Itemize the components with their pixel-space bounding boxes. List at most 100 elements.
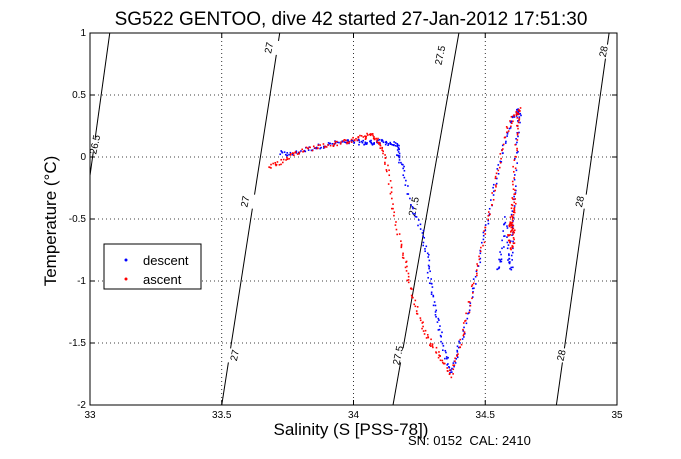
- data-point-ascent: [513, 229, 516, 232]
- data-point-descent: [437, 329, 440, 331]
- data-point-ascent: [302, 151, 304, 153]
- data-point-ascent: [519, 110, 521, 112]
- y-tick-label: -1: [77, 276, 86, 287]
- data-point-descent: [442, 349, 444, 352]
- data-point-descent: [453, 365, 455, 368]
- data-point-ascent: [314, 147, 317, 149]
- data-point-descent: [389, 141, 392, 144]
- data-point-ascent: [511, 180, 514, 183]
- legend: descent ascent: [103, 243, 202, 290]
- data-point-descent: [450, 369, 452, 371]
- data-point-descent: [487, 222, 490, 225]
- contour-label: 26.5: [88, 134, 103, 156]
- data-point-ascent: [311, 149, 314, 152]
- data-point-descent: [406, 193, 409, 195]
- data-point-ascent: [268, 166, 271, 169]
- data-point-descent: [434, 314, 437, 316]
- data-point-descent: [439, 325, 441, 327]
- data-point-ascent: [316, 147, 319, 150]
- data-point-ascent: [448, 373, 451, 376]
- data-point-ascent: [305, 146, 308, 149]
- data-point-ascent: [492, 198, 495, 201]
- data-point-ascent: [410, 294, 413, 297]
- data-point-ascent: [282, 158, 285, 161]
- data-point-ascent: [511, 217, 514, 220]
- data-point-descent: [499, 259, 502, 261]
- data-point-ascent: [388, 169, 390, 172]
- data-point-descent: [430, 293, 433, 295]
- data-point-descent: [448, 366, 451, 369]
- data-point-ascent: [506, 127, 509, 129]
- data-point-ascent: [396, 233, 398, 236]
- data-point-descent: [369, 140, 371, 143]
- data-point-ascent: [325, 146, 328, 148]
- data-point-ascent: [519, 107, 522, 109]
- data-point-descent: [511, 210, 514, 212]
- data-point-descent: [517, 108, 519, 110]
- legend-box: [103, 243, 202, 290]
- data-point-descent: [398, 144, 400, 147]
- data-point-ascent: [406, 265, 408, 268]
- data-point-descent: [506, 133, 509, 135]
- data-point-descent: [496, 168, 499, 170]
- data-point-descent: [432, 304, 435, 307]
- data-point-descent: [422, 244, 425, 247]
- data-point-descent: [396, 154, 399, 157]
- data-point-ascent: [401, 256, 404, 259]
- data-point-ascent: [441, 359, 444, 362]
- data-point-ascent: [476, 274, 478, 277]
- data-point-ascent: [511, 197, 514, 199]
- data-point-descent: [490, 199, 492, 201]
- data-point-ascent: [425, 337, 428, 339]
- data-point-ascent: [392, 203, 394, 205]
- data-point-ascent: [398, 233, 401, 235]
- data-point-ascent: [507, 239, 510, 242]
- data-point-descent: [441, 342, 444, 345]
- data-point-ascent: [359, 134, 361, 137]
- data-point-descent: [447, 363, 449, 365]
- data-point-descent: [428, 267, 430, 270]
- x-axis-ticks: 33 33.5 34 34.5 35: [84, 33, 623, 421]
- data-point-descent: [473, 287, 475, 290]
- data-point-descent: [424, 248, 426, 250]
- data-point-descent: [279, 153, 282, 156]
- data-point-descent: [431, 286, 434, 288]
- data-point-ascent: [402, 252, 404, 255]
- legend-marker-ascent: [124, 277, 128, 281]
- data-point-descent: [295, 152, 298, 154]
- data-point-descent: [422, 235, 424, 238]
- data-point-ascent: [501, 149, 503, 152]
- data-point-descent: [280, 150, 282, 152]
- data-point-descent: [424, 250, 426, 253]
- data-point-ascent: [470, 285, 473, 288]
- data-point-ascent: [450, 376, 453, 379]
- data-point-ascent: [282, 161, 284, 164]
- data-point-ascent: [491, 192, 493, 194]
- data-point-ascent: [443, 362, 445, 365]
- data-point-descent: [497, 267, 500, 270]
- data-point-descent: [371, 144, 374, 146]
- x-tick-label: 34: [348, 410, 360, 421]
- data-point-descent: [434, 304, 437, 307]
- data-point-descent: [427, 256, 430, 258]
- data-point-descent: [396, 145, 399, 147]
- data-point-descent: [511, 259, 513, 261]
- data-point-ascent: [390, 207, 393, 210]
- data-point-ascent: [483, 241, 486, 244]
- data-point-descent: [501, 144, 504, 147]
- data-point-descent: [487, 219, 490, 222]
- data-point-ascent: [468, 301, 471, 303]
- data-point-ascent: [476, 264, 479, 267]
- data-point-descent: [427, 276, 429, 279]
- data-point-ascent: [378, 141, 380, 144]
- data-point-descent: [515, 185, 517, 187]
- data-point-ascent: [377, 137, 379, 140]
- data-point-ascent: [371, 133, 374, 135]
- data-point-ascent: [393, 211, 396, 214]
- data-point-ascent: [511, 245, 514, 247]
- data-point-descent: [398, 147, 400, 150]
- data-point-ascent: [407, 275, 410, 278]
- contour-label-bg: [593, 44, 614, 59]
- data-point-ascent: [484, 233, 487, 235]
- data-point-ascent: [512, 188, 515, 191]
